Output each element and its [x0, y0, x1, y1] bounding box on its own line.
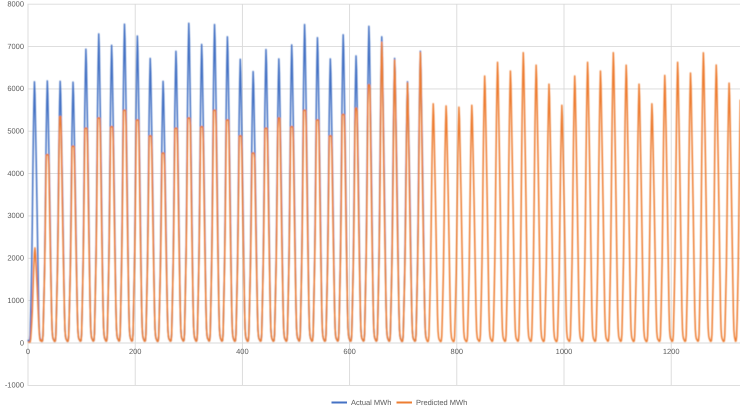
- svg-text:1000: 1000: [7, 296, 24, 305]
- svg-text:200: 200: [129, 347, 142, 356]
- svg-text:-1000: -1000: [5, 381, 24, 390]
- svg-text:Predicted MWh: Predicted MWh: [416, 398, 467, 407]
- svg-text:600: 600: [343, 347, 356, 356]
- svg-text:800: 800: [451, 347, 464, 356]
- svg-text:2000: 2000: [7, 254, 24, 263]
- svg-text:7000: 7000: [7, 42, 24, 51]
- svg-text:0: 0: [20, 338, 24, 347]
- svg-text:0: 0: [26, 347, 30, 356]
- svg-text:8000: 8000: [7, 0, 24, 9]
- svg-text:Actual MWh: Actual MWh: [351, 398, 391, 407]
- svg-text:6000: 6000: [7, 84, 24, 93]
- svg-text:1000: 1000: [556, 347, 573, 356]
- svg-text:400: 400: [236, 347, 249, 356]
- svg-text:5000: 5000: [7, 127, 24, 136]
- svg-text:4000: 4000: [7, 169, 24, 178]
- svg-text:3000: 3000: [7, 211, 24, 220]
- svg-text:1200: 1200: [663, 347, 680, 356]
